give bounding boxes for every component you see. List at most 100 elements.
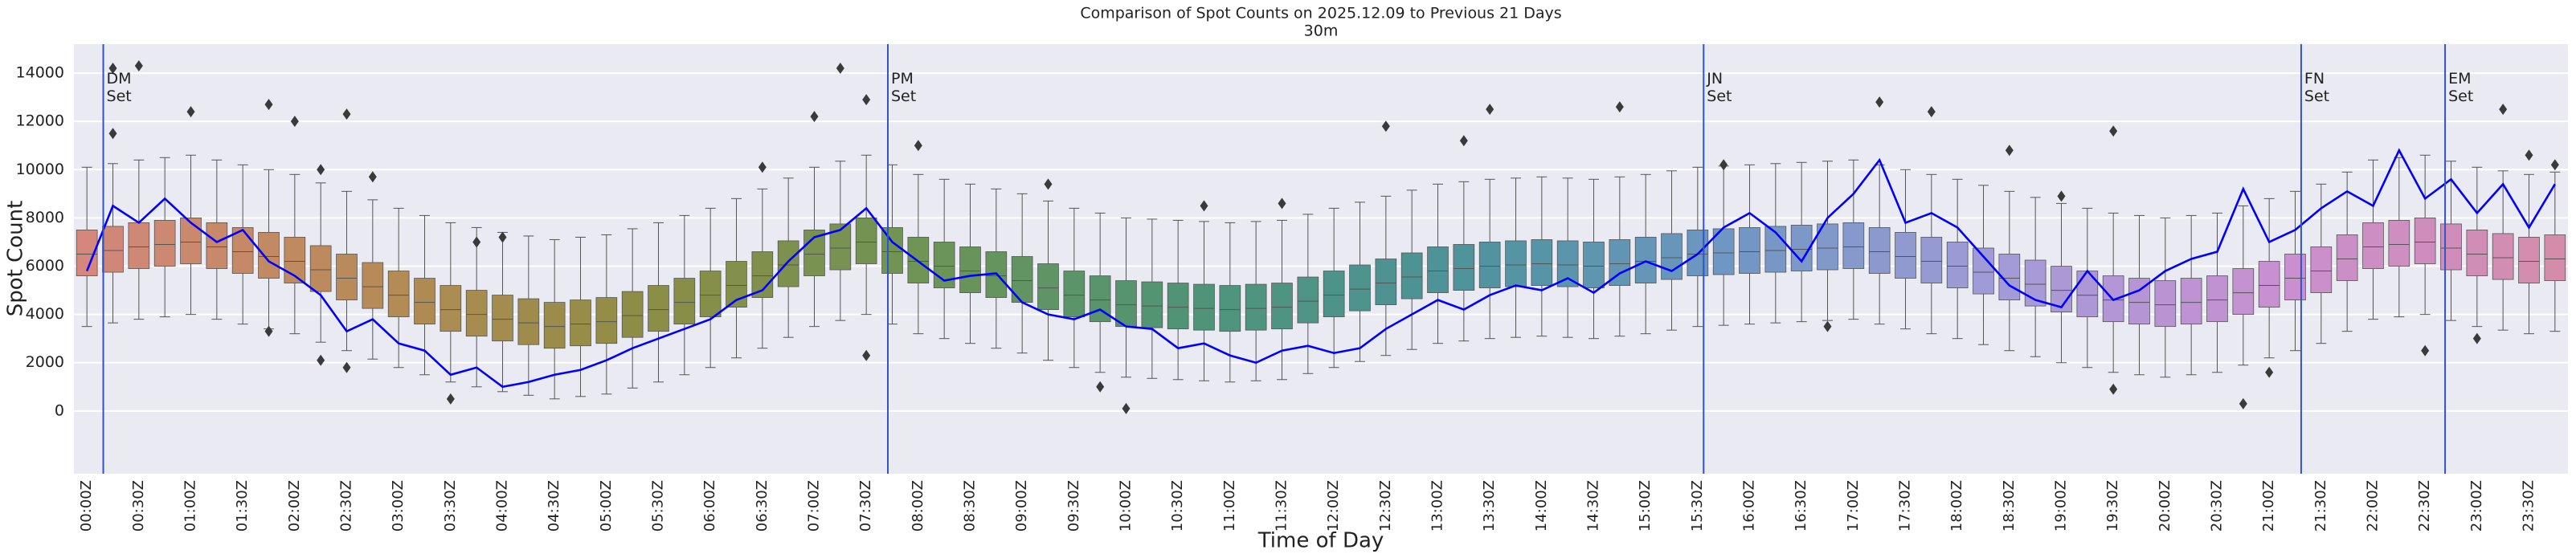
outlier [2109, 125, 2118, 137]
x-tick-label: 14:30Z [1585, 480, 1602, 532]
box [1115, 280, 1137, 328]
annotation-label: EM Set [2448, 70, 2473, 105]
box [2206, 275, 2228, 323]
outlier [914, 140, 922, 152]
x-tick-label: 12:00Z [1325, 480, 1342, 532]
outlier [836, 63, 844, 75]
box [2024, 259, 2046, 307]
box [465, 290, 488, 337]
box [2284, 254, 2306, 300]
box [2362, 222, 2384, 269]
annotation-label: DM Set [107, 70, 132, 105]
x-tick-label: 14:00Z [1533, 480, 1550, 532]
outlier [317, 354, 325, 366]
box [1141, 281, 1163, 328]
box [1531, 239, 1553, 286]
x-tick-label: 04:30Z [546, 480, 562, 532]
x-tick-label: 10:00Z [1118, 480, 1135, 532]
outlier [2499, 104, 2508, 116]
plot-area [74, 44, 2568, 474]
x-tick-label: 03:30Z [442, 480, 459, 532]
x-tick-label: 01:30Z [234, 480, 251, 532]
box [1634, 237, 1657, 283]
outlier [1122, 402, 1131, 414]
box [1193, 283, 1215, 331]
box [570, 299, 591, 347]
outlier [862, 94, 871, 106]
chart-subtitle: 30m [1304, 22, 1339, 40]
box [1661, 233, 1683, 280]
box [1739, 227, 1760, 274]
x-tick-label: 02:00Z [286, 480, 303, 532]
box [336, 254, 358, 300]
box [128, 222, 150, 269]
box [231, 227, 254, 274]
x-tick-label: 02:30Z [338, 480, 355, 532]
box [1583, 242, 1605, 288]
box [1764, 226, 1787, 273]
box [440, 285, 462, 332]
box [621, 291, 644, 338]
x-tick-label: 00:00Z [78, 480, 95, 532]
box [648, 285, 669, 332]
x-tick-label: 20:30Z [2209, 480, 2226, 532]
x-tick-label: 05:00Z [598, 480, 615, 532]
x-tick-label: 22:00Z [2365, 480, 2382, 532]
outlier [1615, 101, 1624, 113]
box [414, 278, 435, 325]
box [2414, 218, 2436, 264]
annotation-label: FN Set [2304, 70, 2329, 105]
y-tick-label: 4000 [26, 305, 64, 323]
x-tick-label: 15:00Z [1637, 480, 1654, 532]
box [699, 271, 722, 318]
x-tick-label: 11:00Z [1221, 480, 1238, 532]
box [1505, 240, 1527, 287]
box [2544, 234, 2566, 281]
annotation-label: JN Set [1706, 70, 1732, 105]
box [673, 278, 696, 325]
box [1349, 264, 1371, 312]
outlier [1486, 104, 1494, 116]
x-tick-label: 01:00Z [182, 480, 199, 532]
outlier [810, 111, 819, 123]
x-tick-label: 10:30Z [1169, 480, 1186, 532]
box [1427, 246, 1449, 293]
box [855, 218, 877, 264]
box [1400, 252, 1423, 299]
y-tick-label: 6000 [26, 257, 64, 275]
x-tick-label: 17:30Z [1897, 480, 1914, 532]
y-tick-label: 0 [55, 401, 64, 419]
x-tick-label: 11:30Z [1274, 480, 1290, 532]
outlier [1875, 96, 1884, 108]
box [1895, 232, 1916, 279]
outlier [1200, 200, 1208, 212]
outlier [290, 116, 299, 128]
outlier [862, 349, 871, 361]
x-tick-label: 16:00Z [1741, 480, 1758, 532]
outlier [2057, 190, 2066, 202]
outlier [1927, 106, 1936, 118]
x-tick-label: 09:00Z [1013, 480, 1030, 532]
box [517, 298, 540, 345]
box [1063, 271, 1086, 318]
x-tick-label: 16:30Z [1793, 480, 1809, 532]
box [1219, 285, 1241, 332]
outlier [2550, 159, 2559, 171]
box [1868, 227, 1891, 274]
x-axis-label: Time of Day [1257, 529, 1384, 553]
x-tick-label: 06:00Z [701, 480, 718, 532]
box [2232, 268, 2255, 316]
outlier [186, 106, 195, 118]
x-tick-label: 17:00Z [1845, 480, 1862, 532]
y-tick-label: 2000 [26, 353, 64, 371]
y-tick-label: 10000 [16, 161, 64, 178]
box [1167, 283, 1189, 330]
x-tick-label: 08:00Z [910, 480, 926, 532]
box [2388, 220, 2410, 267]
x-tick-label: 13:00Z [1429, 480, 1446, 532]
box [2466, 230, 2488, 276]
x-tick-label: 07:30Z [857, 480, 874, 532]
outlier [758, 161, 767, 173]
box [1817, 223, 1838, 271]
x-tick-label: 20:00Z [2157, 480, 2173, 532]
